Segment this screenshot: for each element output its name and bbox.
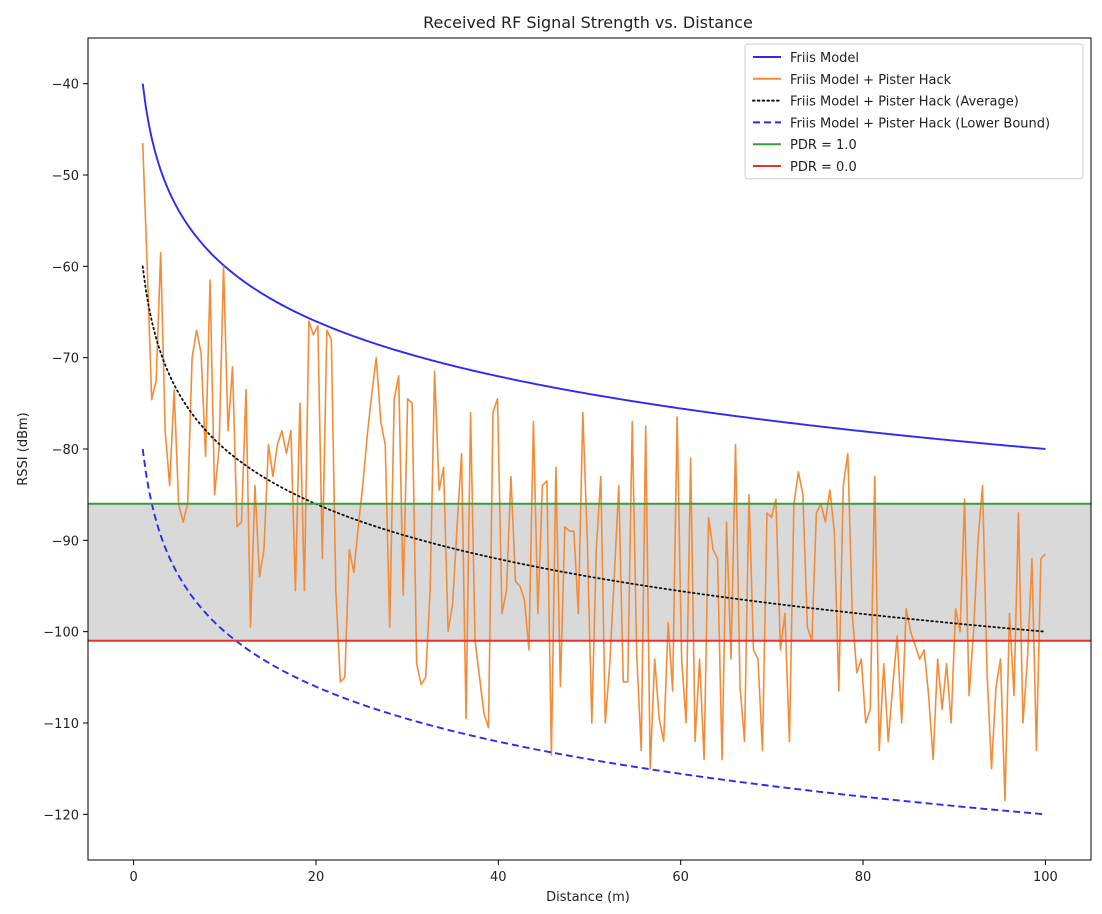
y-axis-label: RSSI (dBm) [16, 412, 31, 485]
chart-title: Received RF Signal Strength vs. Distance [423, 13, 753, 32]
plot-area [87, 37, 1092, 861]
y-tick-label: −50 [52, 169, 79, 184]
legend-label-friis-model: Friis Model [790, 51, 859, 66]
plot-content [88, 83, 1091, 816]
legend-label-pdr-1-0: PDR = 1.0 [790, 138, 857, 153]
legend-label-friis-model-pister-hack-average: Friis Model + Pister Hack (Average) [790, 95, 1019, 110]
series-friis-model [141, 83, 1046, 450]
x-tick-label: 80 [855, 870, 872, 885]
x-tick-label: 20 [308, 870, 325, 885]
x-tick-label: 0 [129, 870, 137, 885]
y-tick-label: −80 [52, 443, 79, 458]
series-friis-model-pister-hack-lower-bound [141, 448, 1046, 816]
legend-label-friis-model-pister-hack: Friis Model + Pister Hack [790, 73, 952, 88]
series-friis-model-pister-hack-average [141, 265, 1047, 633]
y-tick-label: −90 [52, 534, 79, 549]
x-axis-label: Distance (m) [546, 890, 630, 905]
y-tick-label: −100 [43, 626, 79, 641]
x-tick-label: 60 [672, 870, 689, 885]
y-tick-label: −40 [52, 78, 79, 93]
legend-label-pdr-0-0: PDR = 0.0 [790, 160, 857, 175]
y-tick-label: −70 [52, 352, 79, 367]
legend-label-friis-model-pister-hack-lower-bound: Friis Model + Pister Hack (Lower Bound) [790, 116, 1050, 131]
legend-box [744, 43, 1084, 180]
y-tick-label: −120 [43, 808, 79, 823]
axis-ticks: 0 20 40 60 80 100 −40 −50 −60 −70 −80 −90 −100 −110 −1… [43, 78, 1058, 885]
x-tick-label: 100 [1033, 870, 1058, 885]
y-tick-label: −110 [43, 717, 79, 732]
series-friis-model-pister-hack [141, 143, 1046, 802]
x-tick-label: 40 [490, 870, 507, 885]
legend: Friis Model Friis Model + Pister Hack Frii… [744, 43, 1084, 180]
y-tick-label: −60 [52, 260, 79, 275]
